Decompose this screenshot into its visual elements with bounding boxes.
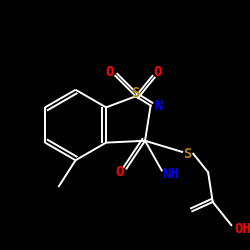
Text: O: O (154, 65, 162, 79)
Text: O: O (106, 65, 114, 79)
Text: S: S (184, 147, 192, 161)
Text: NH: NH (163, 167, 180, 181)
Text: N: N (154, 98, 162, 112)
Text: O: O (115, 165, 123, 179)
Text: OH: OH (234, 222, 250, 236)
Text: S: S (132, 86, 140, 100)
